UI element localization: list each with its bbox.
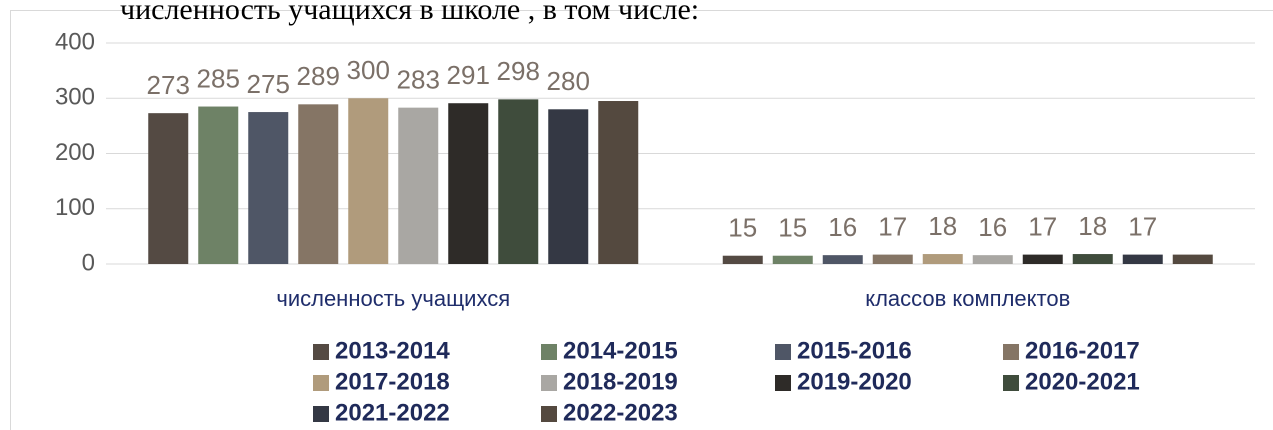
- bar: [198, 106, 239, 264]
- bar: [348, 98, 389, 264]
- bar: [148, 113, 189, 264]
- data-label: 18: [928, 211, 957, 241]
- bar: [822, 255, 863, 264]
- data-label: 17: [878, 211, 907, 241]
- legend-swatch: [313, 406, 329, 422]
- bar: [722, 255, 763, 264]
- data-label: 17: [1028, 211, 1057, 241]
- bar: [1122, 254, 1163, 264]
- legend-swatch: [541, 344, 557, 360]
- y-tick-label: 400: [55, 28, 95, 55]
- legend-swatch: [541, 375, 557, 391]
- legend-swatch: [313, 375, 329, 391]
- data-label: 283: [397, 65, 440, 95]
- bar: [1172, 254, 1213, 264]
- data-label: 280: [547, 66, 590, 96]
- legend-swatch: [1003, 375, 1019, 391]
- bar: [1072, 254, 1113, 264]
- bar: [398, 107, 439, 264]
- legend-swatch: [775, 375, 791, 391]
- bar: [548, 109, 589, 264]
- legend-label: 2016-2017: [1025, 337, 1140, 364]
- legend-label: 2018-2019: [563, 368, 678, 395]
- y-tick-label: 100: [55, 194, 95, 221]
- legend-label: 2022-2023: [563, 399, 678, 426]
- data-label: 17: [1128, 211, 1157, 241]
- legend-swatch: [775, 344, 791, 360]
- data-label: 16: [978, 212, 1007, 242]
- data-label: 300: [347, 55, 390, 85]
- legend-label: 2021-2022: [335, 399, 450, 426]
- bar: [922, 254, 963, 264]
- data-label: 298: [497, 56, 540, 86]
- data-label: 289: [297, 61, 340, 91]
- data-label: 273: [147, 70, 190, 100]
- x-tick-label: численность учащихся: [276, 286, 510, 311]
- legend-label: 2015-2016: [797, 337, 912, 364]
- legend-swatch: [313, 344, 329, 360]
- y-tick-label: 300: [55, 84, 95, 111]
- chart-frame: [10, 10, 1273, 430]
- y-tick-label: 0: [82, 249, 95, 276]
- legend-swatch: [1003, 344, 1019, 360]
- bar: [298, 104, 339, 264]
- legend-label: 2017-2018: [335, 368, 450, 395]
- bar: [498, 99, 539, 264]
- legend-label: 2014-2015: [563, 337, 678, 364]
- y-tick-label: 200: [55, 139, 95, 166]
- legend-label: 2020-2021: [1025, 368, 1140, 395]
- bar: [872, 254, 913, 264]
- data-label: 291: [447, 60, 490, 90]
- legend-swatch: [541, 406, 557, 422]
- bar: [1022, 254, 1063, 264]
- bar: [248, 112, 289, 264]
- x-tick-label: классов комплектов: [865, 286, 1070, 311]
- chart-title: численность учащихся в школе , в том чис…: [120, 0, 699, 26]
- data-label: 18: [1078, 211, 1107, 241]
- bar: [598, 101, 639, 264]
- legend-label: 2013-2014: [335, 337, 450, 364]
- bar: [772, 255, 813, 264]
- data-label: 275: [247, 69, 290, 99]
- data-label: 15: [778, 213, 807, 243]
- data-label: 285: [197, 63, 240, 93]
- legend-label: 2019-2020: [797, 368, 912, 395]
- data-label: 16: [828, 212, 857, 242]
- bar: [448, 103, 489, 264]
- data-label: 15: [728, 213, 757, 243]
- bar: [972, 255, 1013, 264]
